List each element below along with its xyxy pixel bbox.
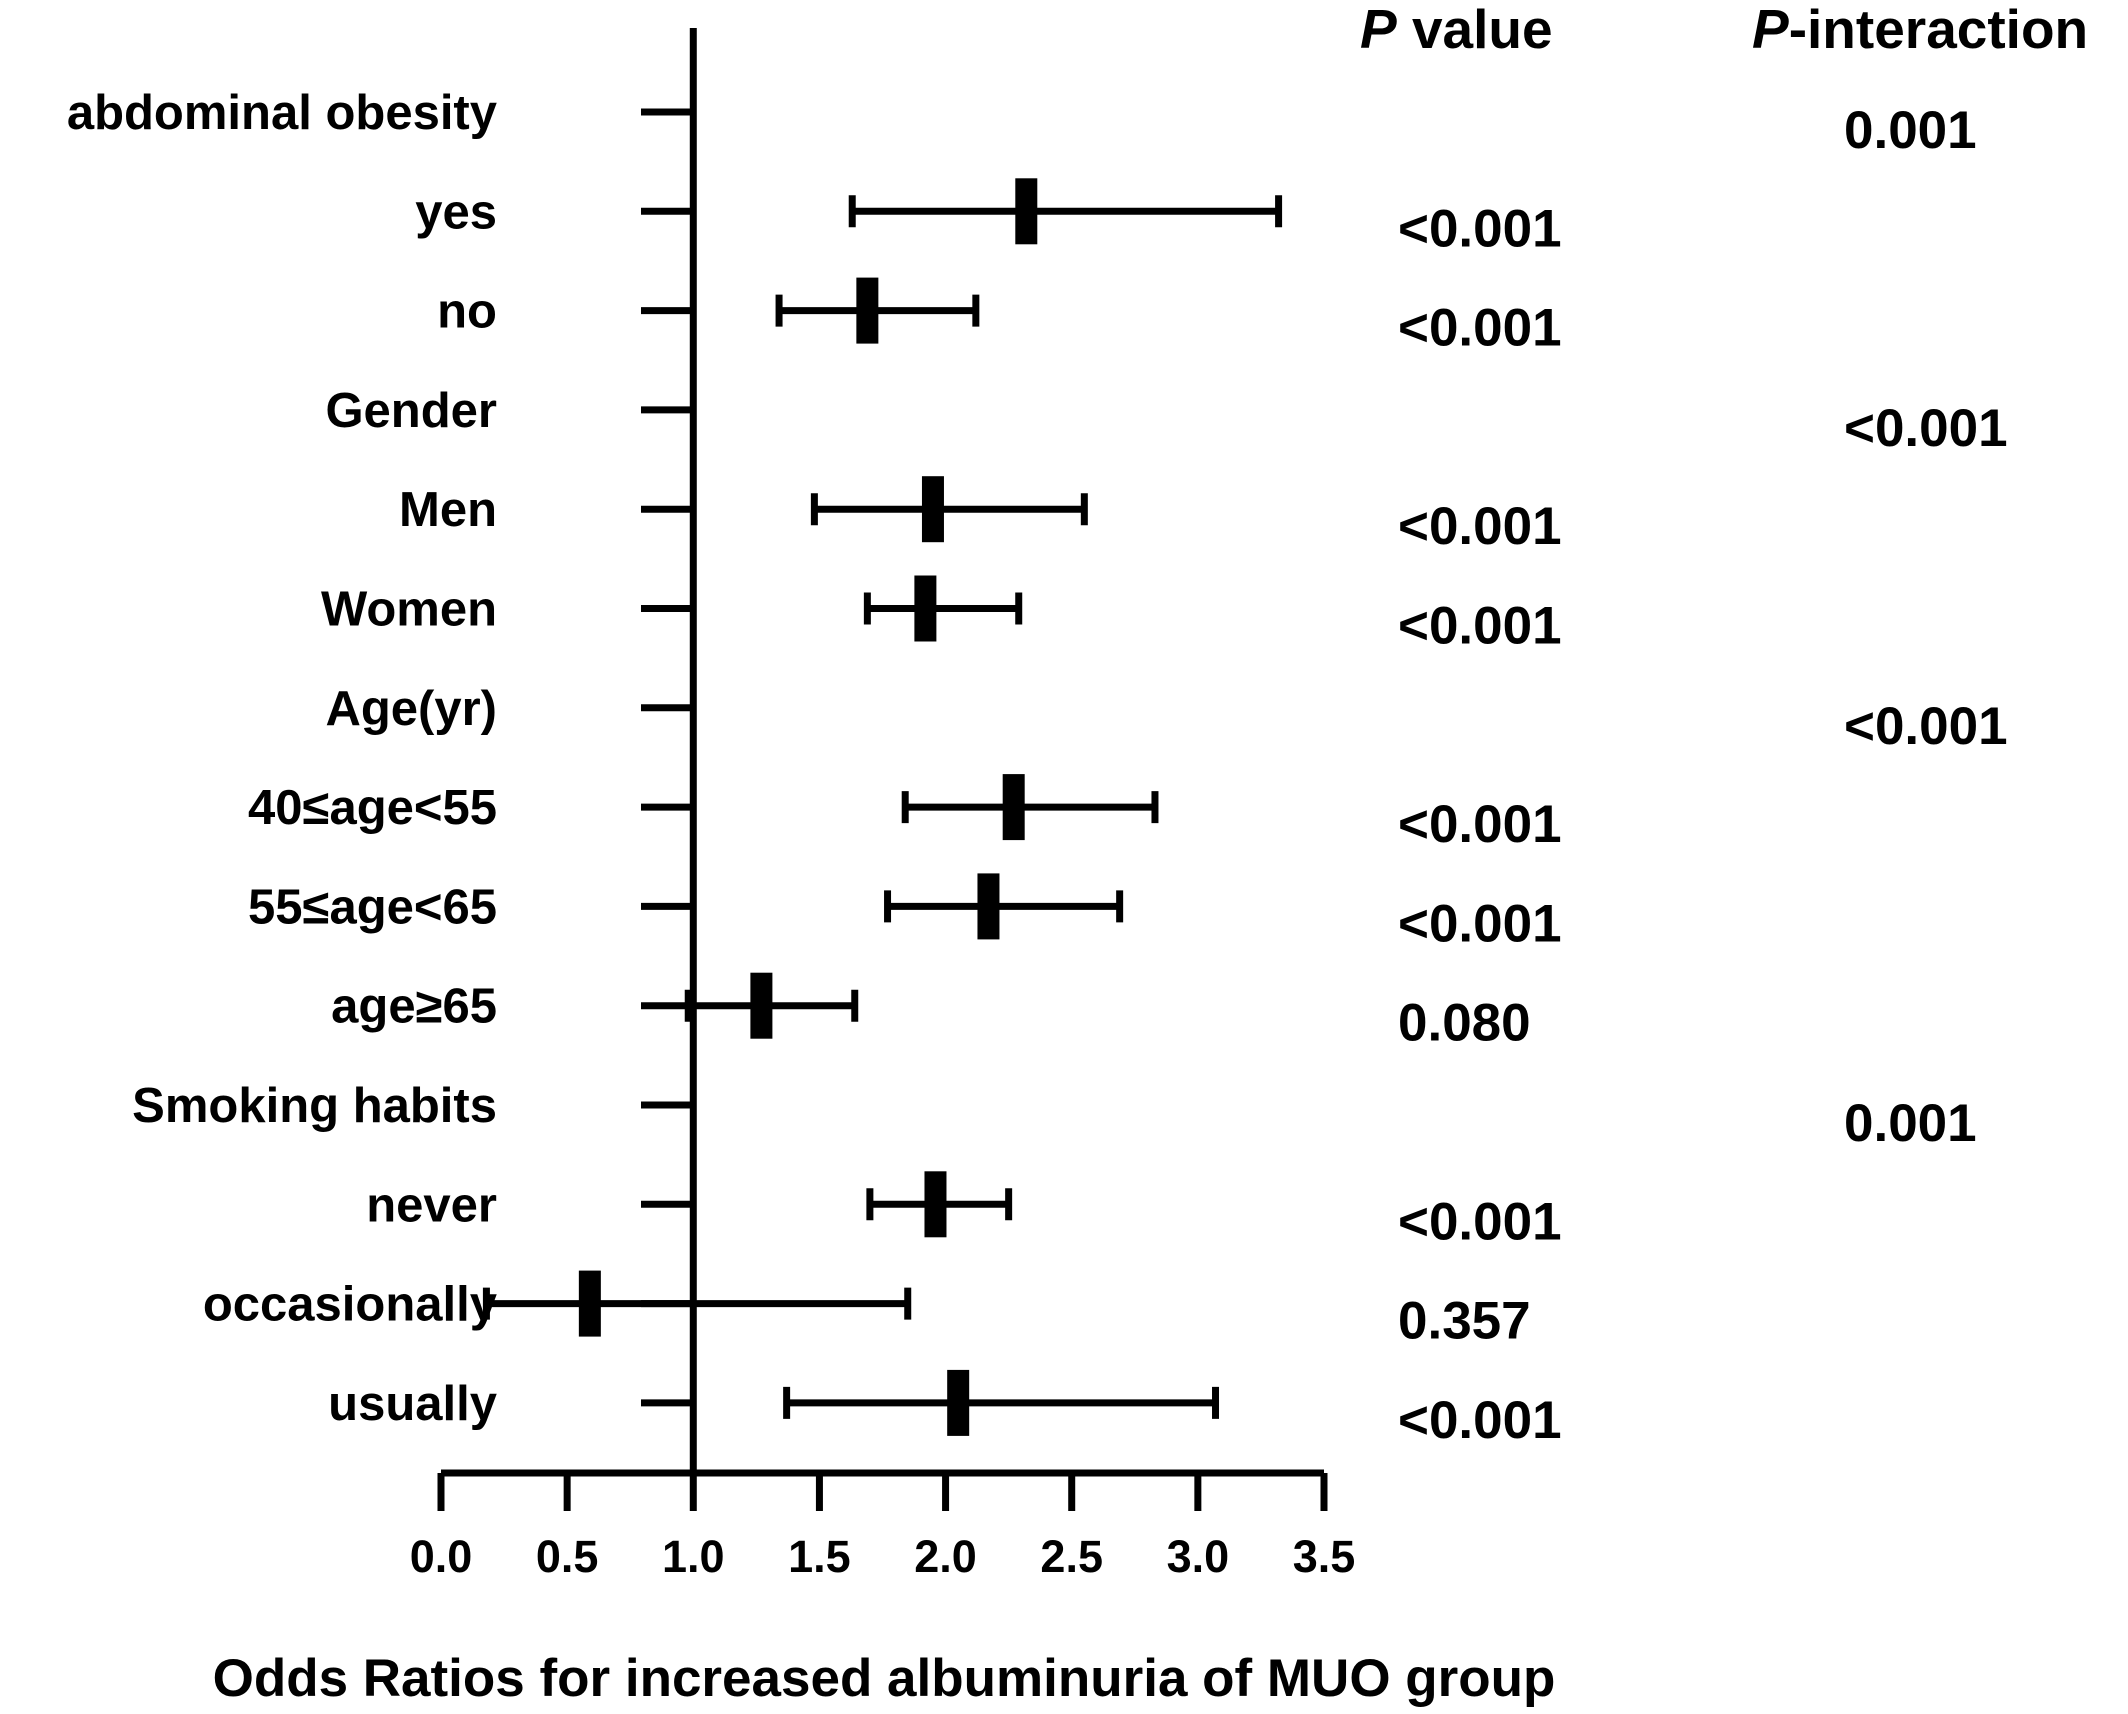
x-axis-ticks bbox=[437, 1473, 1328, 1511]
row-label: occasionally bbox=[203, 1278, 497, 1332]
group-header-row: Smoking habits 0.001 bbox=[132, 1079, 1976, 1153]
x-tick-label: 0.5 bbox=[536, 1531, 599, 1582]
x-tick-label: 3.5 bbox=[1293, 1531, 1356, 1582]
row-label: 40≤age<55 bbox=[248, 781, 497, 835]
row-label: Women bbox=[321, 583, 497, 637]
row-label: usually bbox=[328, 1377, 497, 1431]
point-estimate bbox=[856, 277, 879, 344]
x-tick-label: 1.5 bbox=[788, 1531, 851, 1582]
row-label: Gender bbox=[325, 384, 497, 438]
subgroup-row: never <0.001 bbox=[366, 1171, 1562, 1251]
row-label: yes bbox=[415, 185, 497, 239]
point-estimate bbox=[1002, 774, 1025, 841]
row-label: Men bbox=[399, 483, 497, 537]
p-value: <0.001 bbox=[1398, 199, 1562, 258]
x-tick-label: 0.0 bbox=[410, 1531, 473, 1582]
p-value-header: P value bbox=[1360, 0, 1553, 60]
p-value: <0.001 bbox=[1398, 894, 1562, 953]
row-label: no bbox=[437, 285, 497, 339]
point-estimate bbox=[1015, 178, 1038, 245]
subgroup-row: yes <0.001 bbox=[415, 178, 1562, 258]
point-estimate bbox=[578, 1270, 601, 1337]
p-interaction: 0.001 bbox=[1844, 1094, 1977, 1153]
p-value: <0.001 bbox=[1398, 1391, 1562, 1450]
x-tick-label: 1.0 bbox=[662, 1531, 725, 1582]
p-value: <0.001 bbox=[1398, 795, 1562, 854]
p-interaction: <0.001 bbox=[1844, 399, 2008, 458]
subgroup-row: age≥65 0.080 bbox=[331, 972, 1531, 1053]
x-tick-label: 3.0 bbox=[1167, 1531, 1230, 1582]
p-value: <0.001 bbox=[1398, 299, 1562, 358]
point-estimate bbox=[914, 575, 937, 642]
subgroup-row: Women <0.001 bbox=[321, 575, 1562, 656]
row-label: 55≤age<65 bbox=[248, 880, 497, 934]
subgroup-row: 55≤age<65 <0.001 bbox=[248, 873, 1562, 953]
p-interaction: <0.001 bbox=[1844, 697, 2008, 756]
x-tick-label: 2.5 bbox=[1040, 1531, 1103, 1582]
p-interaction-header: P-interaction bbox=[1752, 0, 2088, 60]
row-label: Age(yr) bbox=[325, 682, 497, 736]
subgroup-row: 40≤age<55 <0.001 bbox=[248, 774, 1562, 854]
point-estimate bbox=[924, 1171, 947, 1238]
point-estimate bbox=[750, 972, 773, 1039]
p-value: <0.001 bbox=[1398, 1192, 1562, 1251]
p-value: <0.001 bbox=[1398, 597, 1562, 656]
point-estimate bbox=[947, 1369, 970, 1436]
p-value: <0.001 bbox=[1398, 497, 1562, 556]
subgroup-row: usually <0.001 bbox=[328, 1369, 1562, 1450]
p-interaction: 0.001 bbox=[1844, 101, 1977, 160]
group-header-row: Age(yr) <0.001 bbox=[325, 682, 2007, 756]
row-label: age≥65 bbox=[331, 980, 497, 1034]
x-axis-tick-labels: 0.0 0.5 1.0 1.5 2.0 2.5 3.0 3.5 bbox=[410, 1531, 1356, 1582]
p-value: 0.357 bbox=[1398, 1292, 1531, 1351]
group-header-row: abdominal obesity 0.001 bbox=[67, 86, 1977, 160]
subgroup-row: occasionally 0.357 bbox=[203, 1270, 1531, 1351]
x-tick-label: 2.0 bbox=[914, 1531, 977, 1582]
row-label: never bbox=[366, 1178, 497, 1232]
x-axis-title: Odds Ratios for increased albuminuria of… bbox=[213, 1649, 1556, 1708]
group-header-row: Gender <0.001 bbox=[325, 384, 2007, 458]
row-label: Smoking habits bbox=[132, 1079, 497, 1133]
subgroup-row: Men <0.001 bbox=[399, 476, 1562, 556]
p-value: 0.080 bbox=[1398, 994, 1531, 1053]
row-label: abdominal obesity bbox=[67, 86, 497, 140]
point-estimate bbox=[977, 873, 1000, 940]
point-estimate bbox=[921, 476, 944, 543]
subgroup-row: no <0.001 bbox=[437, 277, 1562, 358]
